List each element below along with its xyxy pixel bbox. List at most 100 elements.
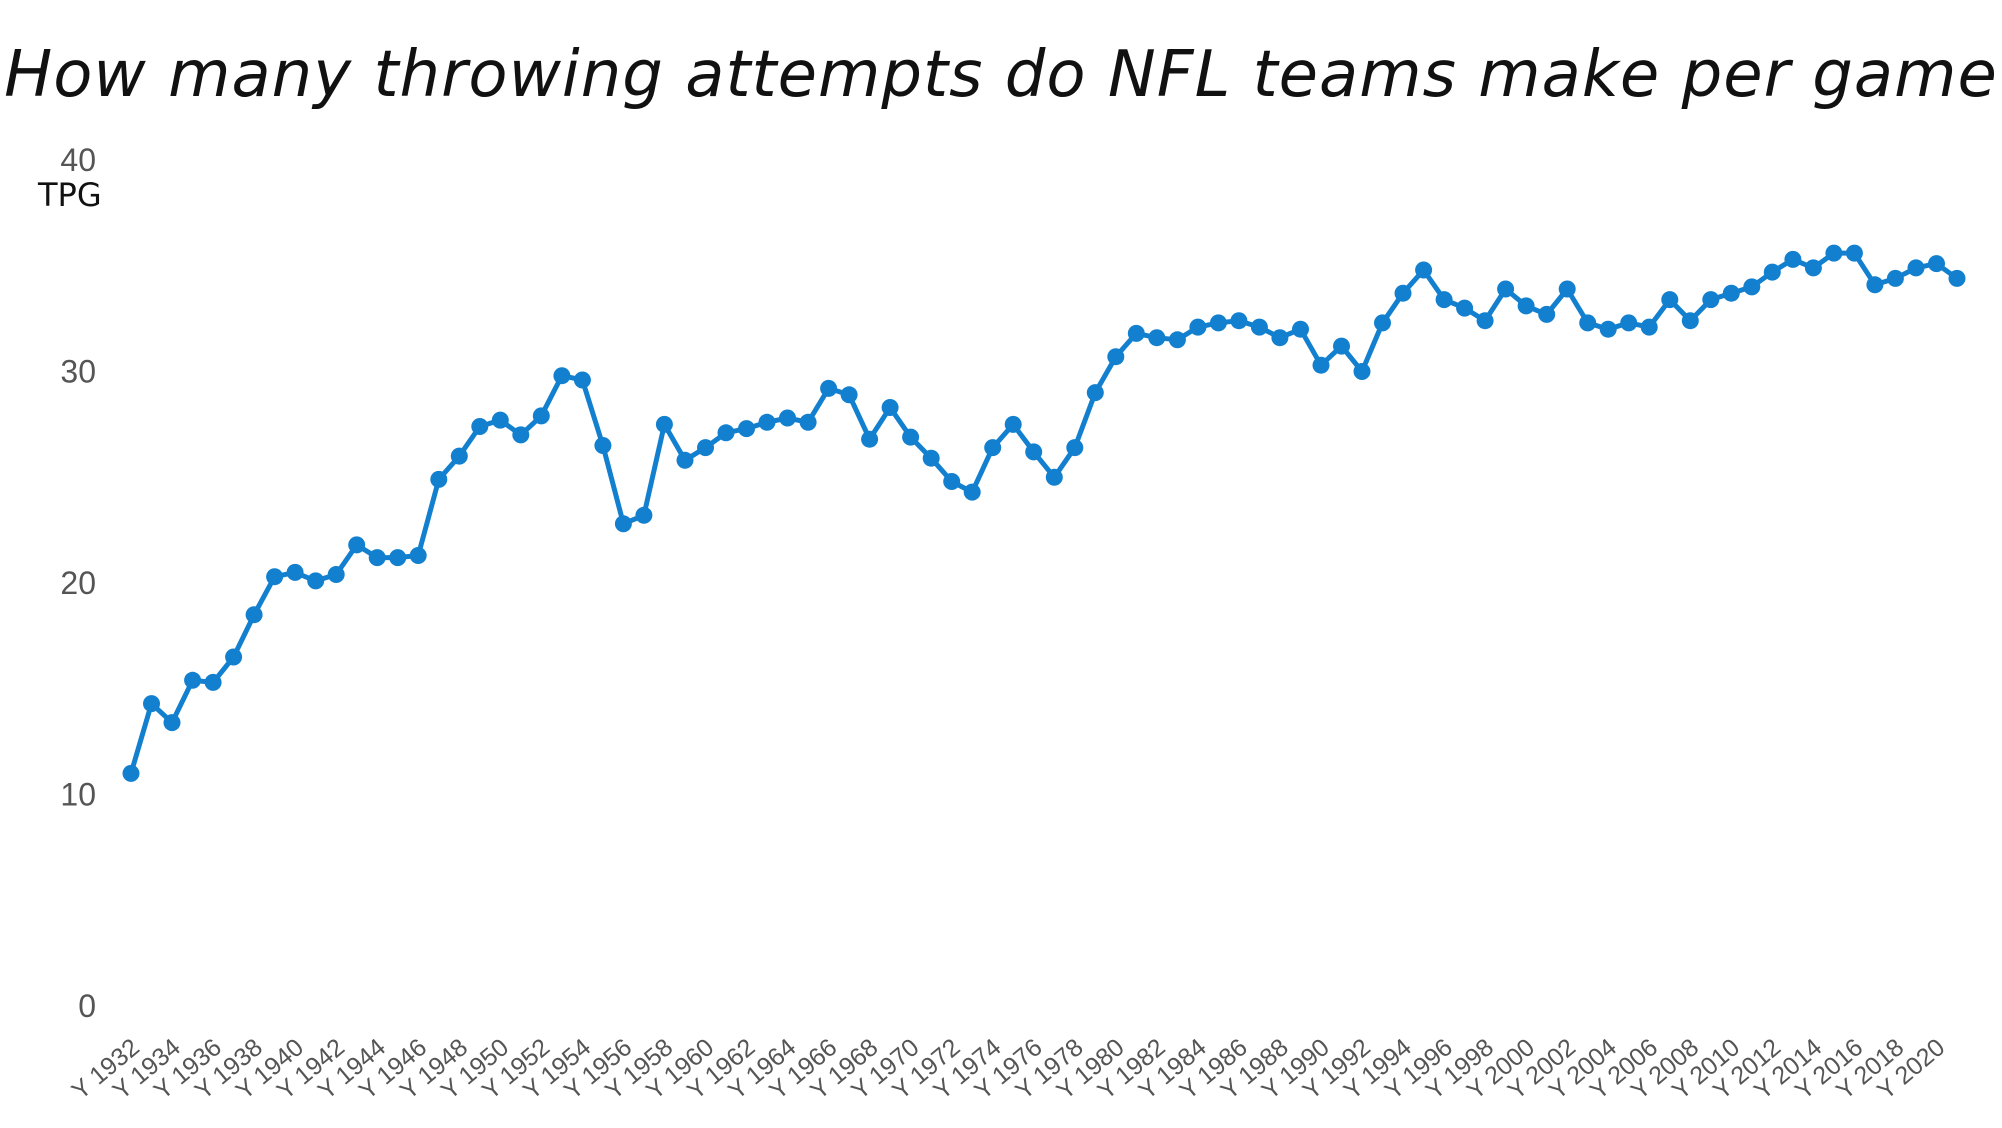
data-point (922, 449, 940, 467)
data-point (1763, 263, 1781, 281)
data-point (1620, 314, 1638, 332)
data-point (614, 515, 632, 533)
data-point (327, 566, 345, 583)
data-point (1743, 278, 1761, 296)
data-point (1702, 291, 1720, 309)
data-point (1066, 439, 1084, 457)
data-point (943, 473, 961, 490)
data-point (1804, 259, 1822, 277)
data-point (1230, 312, 1248, 330)
data-point (676, 451, 694, 469)
data-point (881, 399, 899, 416)
data-point (1640, 318, 1658, 336)
data-point (1353, 363, 1371, 380)
data-point (963, 483, 981, 501)
data-point (286, 563, 304, 581)
data-point (184, 671, 202, 689)
data-point (820, 379, 838, 397)
data-point (368, 549, 386, 567)
data-point (1845, 244, 1863, 262)
data-point (1558, 280, 1576, 298)
data-point (1292, 320, 1309, 338)
data-point (1661, 291, 1679, 309)
data-point (1004, 415, 1022, 433)
y-tick-label: 0 (78, 988, 96, 1024)
data-point (225, 648, 243, 666)
data-point (1394, 284, 1412, 302)
data-point (1415, 261, 1433, 279)
y-tick-label: 10 (60, 777, 96, 813)
y-tick-label: 40 (60, 142, 96, 178)
data-point (1497, 280, 1515, 298)
data-point (307, 572, 325, 590)
data-point (697, 439, 714, 457)
data-point (532, 407, 550, 425)
data-point (1025, 443, 1043, 461)
data-point (1476, 312, 1494, 330)
data-point (861, 430, 879, 448)
data-point (266, 568, 284, 586)
data-point (1579, 314, 1597, 332)
data-point (450, 447, 468, 465)
data-point (1456, 299, 1474, 317)
y-tick-label: 20 (60, 565, 96, 601)
data-point (840, 386, 858, 404)
data-point (1374, 314, 1391, 332)
data-point (1168, 331, 1186, 349)
data-point (1209, 314, 1227, 332)
data-point (409, 547, 427, 564)
data-point (1312, 356, 1330, 374)
data-point (779, 409, 796, 427)
data-point (1784, 250, 1802, 268)
data-point (984, 439, 1002, 457)
data-point (1681, 312, 1699, 330)
data-point (1189, 318, 1207, 336)
data-point (553, 367, 571, 385)
data-point (1907, 259, 1925, 277)
data-point (1333, 337, 1350, 355)
data-point (1086, 384, 1104, 402)
data-point (594, 437, 612, 454)
data-point (1866, 276, 1884, 294)
data-point (1148, 329, 1166, 347)
data-point (1928, 255, 1945, 273)
data-point (163, 714, 181, 732)
data-point (1045, 468, 1063, 486)
data-point (717, 424, 735, 442)
data-point (430, 470, 448, 488)
data-point (1886, 269, 1904, 287)
data-point (471, 418, 489, 435)
data-point (1538, 305, 1556, 323)
data-point (491, 411, 509, 429)
data-point (1825, 244, 1843, 262)
data-point (1127, 324, 1145, 342)
data-point (902, 428, 920, 446)
series-line (128, 250, 1960, 776)
data-point (1250, 318, 1268, 336)
y-tick-label: 30 (60, 354, 96, 390)
data-point (1435, 291, 1453, 309)
data-point (1517, 297, 1535, 315)
data-point (758, 413, 776, 431)
chart-title: How many throwing attempts do NFL teams … (4, 38, 1998, 112)
data-point (738, 420, 755, 438)
data-point (1722, 284, 1740, 302)
y-axis-ticks: 0 10 20 30 40 (60, 142, 96, 1024)
data-point (1107, 348, 1125, 366)
data-point (799, 413, 817, 431)
data-point (573, 371, 591, 389)
data-point (655, 415, 673, 433)
data-point (143, 695, 160, 713)
data-point (204, 673, 222, 691)
data-point (348, 536, 366, 554)
y-axis-label: TPG (38, 176, 102, 214)
data-point (512, 426, 530, 444)
data-point (1599, 320, 1617, 338)
data-point (245, 606, 263, 624)
data-point (635, 506, 653, 524)
data-point (122, 764, 140, 782)
data-points (122, 244, 1966, 782)
data-point (1271, 329, 1289, 347)
